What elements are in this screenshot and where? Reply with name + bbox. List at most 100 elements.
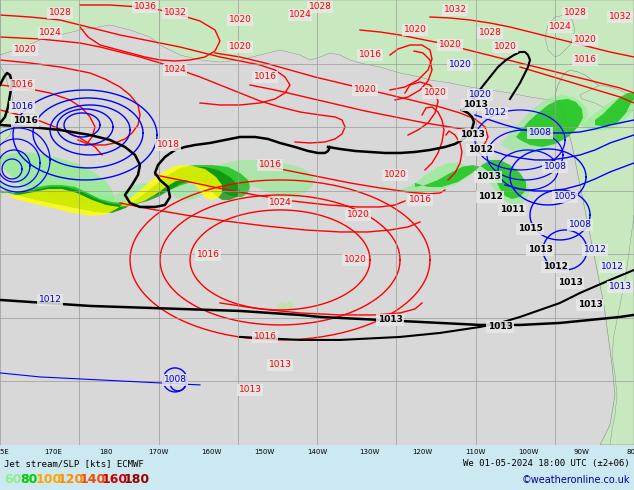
- Text: 80: 80: [20, 473, 37, 487]
- Text: 1020: 1020: [493, 43, 517, 51]
- Text: 1013: 1013: [557, 278, 583, 288]
- Text: 1016: 1016: [197, 250, 219, 259]
- Text: 1013: 1013: [476, 172, 500, 181]
- Polygon shape: [380, 163, 530, 205]
- Polygon shape: [0, 160, 315, 207]
- Text: 1013: 1013: [609, 282, 631, 292]
- Text: 1008: 1008: [529, 128, 552, 138]
- Text: 1020: 1020: [574, 35, 597, 45]
- Text: 1015: 1015: [517, 224, 543, 233]
- Polygon shape: [516, 99, 583, 147]
- Text: 1028: 1028: [479, 28, 501, 38]
- Text: 1016: 1016: [13, 117, 37, 125]
- Text: 1012: 1012: [467, 146, 493, 154]
- Circle shape: [278, 303, 286, 311]
- Text: 1018: 1018: [157, 141, 179, 149]
- Polygon shape: [580, 97, 634, 131]
- Text: 1016: 1016: [254, 332, 276, 342]
- Text: We 01-05-2024 18:00 UTC (±2+06): We 01-05-2024 18:00 UTC (±2+06): [463, 460, 630, 468]
- Text: 1024: 1024: [288, 10, 311, 20]
- Text: 1020: 1020: [13, 46, 36, 54]
- Text: 1024: 1024: [39, 28, 61, 38]
- Text: Jet stream/SLP [kts] ECMWF: Jet stream/SLP [kts] ECMWF: [4, 460, 144, 468]
- Polygon shape: [545, 15, 575, 57]
- Text: 120W: 120W: [413, 449, 433, 455]
- Polygon shape: [500, 95, 588, 153]
- Text: 1012: 1012: [477, 193, 502, 201]
- Text: 1020: 1020: [344, 255, 366, 265]
- Text: 1008: 1008: [543, 163, 567, 172]
- Text: 100W: 100W: [518, 449, 538, 455]
- Polygon shape: [0, 165, 250, 213]
- Text: 1020: 1020: [384, 171, 406, 179]
- Text: 1020: 1020: [469, 91, 491, 99]
- Text: 1012: 1012: [484, 108, 507, 118]
- Text: 170E: 170E: [44, 449, 61, 455]
- Text: ©weatheronline.co.uk: ©weatheronline.co.uk: [522, 475, 630, 485]
- Text: 1013: 1013: [238, 386, 261, 394]
- Text: 1008: 1008: [164, 375, 186, 385]
- Text: 1013: 1013: [578, 300, 602, 310]
- Polygon shape: [595, 93, 634, 127]
- Text: 1032: 1032: [164, 8, 186, 18]
- Text: 1005: 1005: [553, 193, 576, 201]
- Text: 1032: 1032: [609, 13, 631, 22]
- Text: 150W: 150W: [254, 449, 275, 455]
- Text: 1020: 1020: [424, 89, 446, 98]
- Polygon shape: [0, 65, 15, 145]
- Text: 180: 180: [99, 449, 112, 455]
- Text: 160: 160: [102, 473, 128, 487]
- Text: 1012: 1012: [39, 295, 61, 304]
- Text: 1024: 1024: [548, 23, 571, 31]
- Text: 1016: 1016: [11, 80, 34, 90]
- Text: 1028: 1028: [309, 2, 332, 11]
- Text: 1016: 1016: [11, 102, 34, 112]
- Text: 1032: 1032: [444, 5, 467, 15]
- Text: 60: 60: [4, 473, 22, 487]
- Text: 130W: 130W: [359, 449, 380, 455]
- Text: 90W: 90W: [573, 449, 589, 455]
- Text: 1013: 1013: [460, 130, 484, 140]
- Text: 1024: 1024: [164, 66, 186, 74]
- Text: 1016: 1016: [259, 160, 281, 170]
- Polygon shape: [0, 0, 634, 55]
- Text: 1020: 1020: [229, 43, 252, 51]
- Text: 110W: 110W: [465, 449, 486, 455]
- Text: 100: 100: [36, 473, 62, 487]
- Text: 1016: 1016: [358, 50, 382, 59]
- Text: 140: 140: [80, 473, 107, 487]
- Text: 1028: 1028: [49, 8, 72, 18]
- Circle shape: [287, 302, 293, 308]
- Text: 1012: 1012: [543, 263, 567, 271]
- Text: 1013: 1013: [269, 361, 292, 369]
- Text: 170W: 170W: [148, 449, 169, 455]
- Text: 1011: 1011: [500, 205, 524, 215]
- Text: 1012: 1012: [583, 245, 607, 254]
- Text: 165E: 165E: [0, 449, 9, 455]
- Text: 1024: 1024: [269, 198, 292, 207]
- Text: 1012: 1012: [600, 263, 623, 271]
- Text: 1028: 1028: [564, 8, 586, 18]
- Text: 1016: 1016: [574, 55, 597, 65]
- Text: 1020: 1020: [354, 85, 377, 95]
- Text: 1020: 1020: [229, 16, 252, 24]
- Text: 1013: 1013: [488, 322, 512, 331]
- Text: 1013: 1013: [378, 316, 403, 324]
- Text: 120: 120: [58, 473, 84, 487]
- Text: 1016: 1016: [408, 196, 432, 204]
- Text: 140W: 140W: [307, 449, 327, 455]
- Text: 1036: 1036: [134, 2, 157, 11]
- Text: 1013: 1013: [463, 100, 488, 109]
- Text: 1020: 1020: [404, 25, 427, 34]
- Text: 1013: 1013: [527, 245, 552, 254]
- Text: 1008: 1008: [569, 220, 592, 229]
- Text: 180: 180: [124, 473, 150, 487]
- Text: 160W: 160W: [201, 449, 221, 455]
- Polygon shape: [415, 160, 526, 199]
- Text: 80W: 80W: [626, 449, 634, 455]
- Text: 1020: 1020: [439, 41, 462, 49]
- Polygon shape: [555, 70, 634, 445]
- Text: 1020: 1020: [449, 60, 472, 70]
- Polygon shape: [0, 0, 634, 109]
- Polygon shape: [0, 152, 115, 210]
